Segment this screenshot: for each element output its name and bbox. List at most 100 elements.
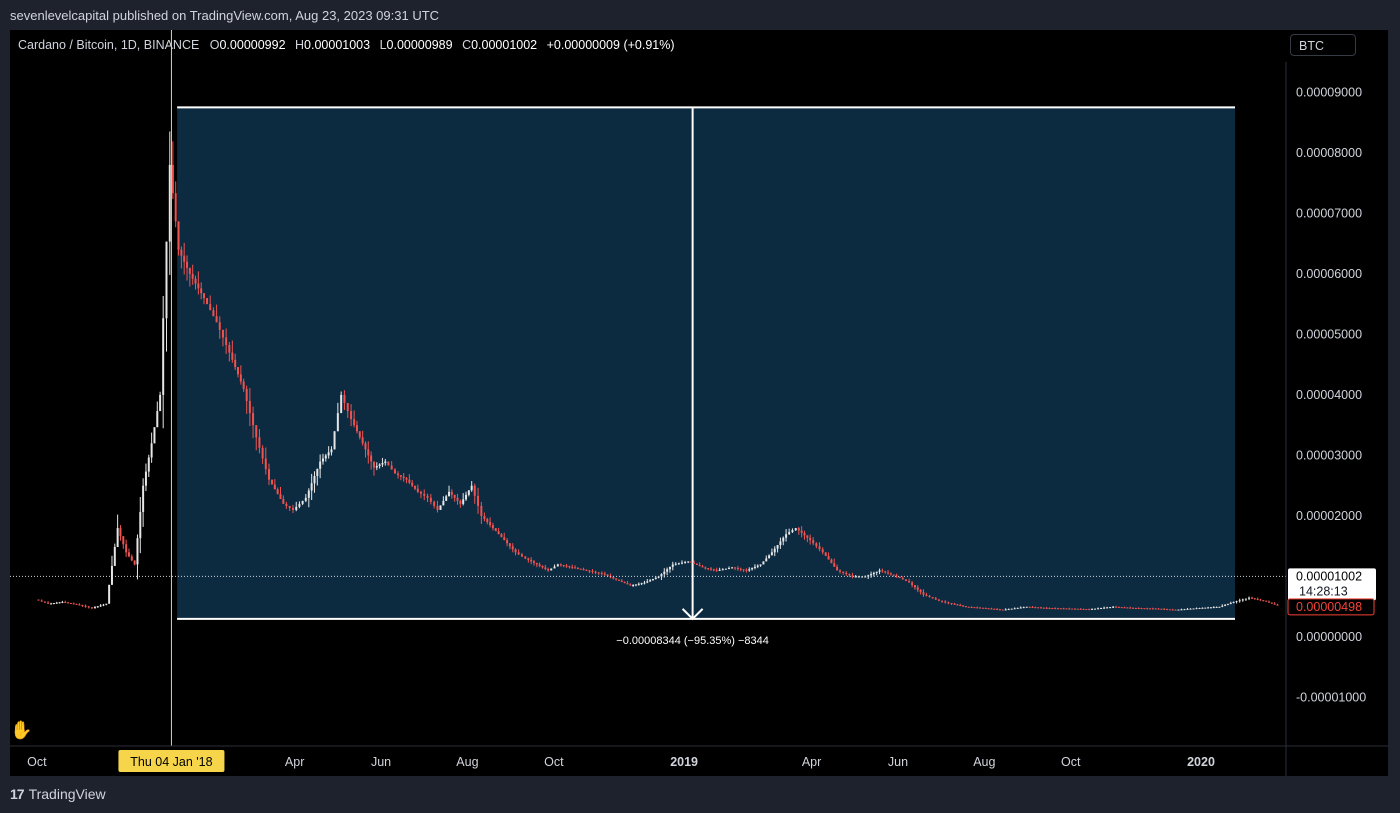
candle-body <box>462 499 465 504</box>
candle-body <box>486 519 489 523</box>
candle-body <box>562 565 565 567</box>
candle-body <box>812 540 815 544</box>
candle-body <box>1007 609 1010 611</box>
x-tick-label: Aug <box>973 755 995 769</box>
candle-body <box>1022 607 1025 609</box>
y-tick-label: 0.00006000 <box>1296 267 1362 281</box>
candle-body <box>990 608 993 610</box>
candle-body <box>336 413 339 432</box>
candle-body <box>408 479 411 483</box>
candle-body <box>892 574 895 576</box>
candle-body <box>884 571 887 573</box>
candle-body <box>1215 606 1218 608</box>
candle-body <box>660 574 663 577</box>
candle-body <box>535 562 538 565</box>
candle-body <box>186 261 189 268</box>
candle-body <box>1065 608 1068 610</box>
publisher-caption: sevenlevelcapital published on TradingVi… <box>10 8 440 23</box>
candle-body <box>1079 608 1082 610</box>
candle-body <box>842 571 845 573</box>
candle-body <box>649 580 652 582</box>
candle-body <box>171 164 174 194</box>
candle-body <box>1112 606 1115 608</box>
candle-body <box>426 495 429 498</box>
candle-body <box>168 164 171 242</box>
candle-body <box>206 298 209 305</box>
candle-body <box>1268 601 1271 603</box>
candle-body <box>1171 609 1174 611</box>
candle-body <box>1221 605 1224 607</box>
candle-body <box>156 411 159 428</box>
candle-body <box>225 337 228 345</box>
candle-body <box>55 602 58 604</box>
currency-button[interactable]: BTC <box>1290 34 1356 56</box>
candle-body <box>1134 607 1137 609</box>
candle-body <box>788 532 791 535</box>
candle-body <box>591 571 594 573</box>
candle-body <box>947 602 950 604</box>
candle-body <box>245 388 248 401</box>
candle-body <box>298 503 301 507</box>
candle-body <box>736 568 739 570</box>
measure-arrowhead-icon <box>681 608 704 621</box>
candle-body <box>1115 606 1118 608</box>
candle-body <box>96 606 99 608</box>
candle-body <box>931 597 934 599</box>
tradingview-logo[interactable]: 17 TradingView <box>10 786 106 802</box>
candle-body <box>928 595 931 598</box>
candle-body <box>81 604 84 606</box>
candle-body <box>1253 598 1256 600</box>
candle-body <box>556 564 559 567</box>
candle-body <box>742 569 745 571</box>
candle-body <box>174 193 177 222</box>
candle-body <box>753 566 756 569</box>
candle-body <box>301 500 304 504</box>
x-tick-label: Jun <box>371 755 391 769</box>
cursor-hand-icon[interactable]: ✋ <box>10 720 33 740</box>
candle-body <box>1143 608 1146 610</box>
candle-body <box>361 437 364 444</box>
candle-body <box>765 558 768 562</box>
crosshair-date-label: Thu 04 Jan '18 <box>118 750 225 772</box>
open-label: O <box>209 38 220 52</box>
candle-body <box>1259 599 1262 601</box>
x-tick-label: Apr <box>285 755 304 769</box>
candle-body <box>809 537 812 541</box>
candle-body <box>279 494 282 500</box>
candle-body <box>497 531 500 535</box>
candle-body <box>119 528 122 537</box>
candle-body <box>993 608 996 610</box>
candle-body <box>108 584 111 604</box>
candle-body <box>1262 600 1265 602</box>
candle-body <box>402 476 405 479</box>
candle-body <box>136 538 139 565</box>
candle-body <box>1123 607 1126 609</box>
x-tick-label: Jun <box>888 755 908 769</box>
candle-body <box>1097 608 1100 610</box>
candle-body <box>701 566 704 568</box>
candle-body <box>105 603 108 605</box>
candle-body <box>632 584 635 586</box>
candle-body <box>248 400 251 414</box>
candle-body <box>671 564 674 567</box>
candle-body <box>387 461 390 466</box>
candle-body <box>620 580 623 582</box>
candle-body <box>188 267 191 274</box>
candle-body <box>1025 606 1028 608</box>
candle-body <box>350 411 353 420</box>
candle-body <box>1146 608 1149 610</box>
candle-body <box>1157 608 1160 610</box>
candle-body <box>90 607 93 609</box>
candle-body <box>839 570 842 572</box>
symbol-name[interactable]: Cardano / Bitcoin, 1D, BINANCE <box>18 38 200 52</box>
candle-body <box>979 607 982 609</box>
y-tick-label: 0.00008000 <box>1296 146 1362 160</box>
candle-body <box>142 485 145 512</box>
candle-body <box>433 501 436 506</box>
candle-body <box>606 574 609 576</box>
candle-body <box>770 552 773 556</box>
candle-body <box>773 548 776 553</box>
measure-box[interactable] <box>177 107 1236 619</box>
